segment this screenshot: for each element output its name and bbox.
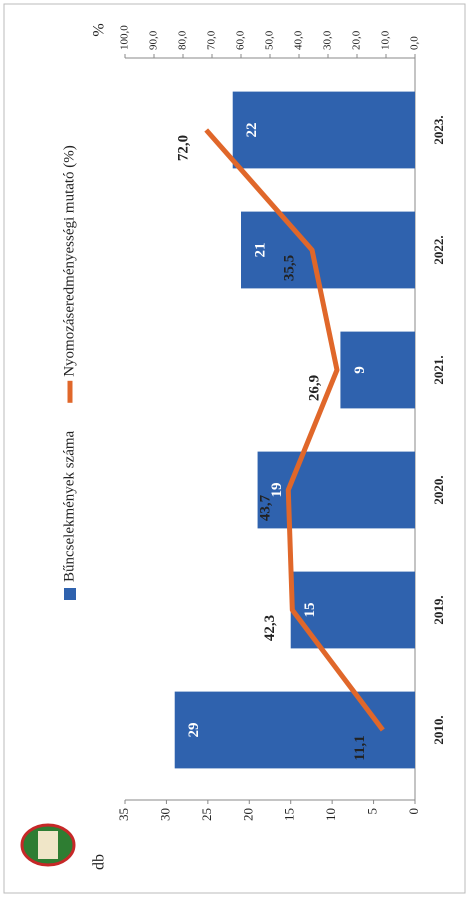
y2-tick-label: 10,0 <box>380 30 392 50</box>
line <box>204 128 385 732</box>
y-tick-label: 0 <box>406 808 421 815</box>
y2-tick-label: 80,0 <box>177 30 189 50</box>
bar-label: 22 <box>244 123 260 138</box>
y2-axis-title: % <box>91 23 108 36</box>
line-label: 11,1 <box>352 735 368 760</box>
bar <box>290 571 416 649</box>
legend-label: Nyomozáseredményességi mutató (%) <box>61 145 77 377</box>
bar <box>232 91 415 169</box>
logo <box>20 823 76 867</box>
y-tick-label: 5 <box>365 808 380 815</box>
frame <box>3 3 466 894</box>
y2-tick-label: 0,0 <box>409 36 421 50</box>
y2-tick-label: 50,0 <box>264 30 276 50</box>
y2-tick-label: 30,0 <box>322 30 334 50</box>
bar-label: 29 <box>186 723 202 738</box>
y-tick-label: 35 <box>116 808 131 821</box>
line-label: 72,0 <box>176 135 192 161</box>
legend-swatch <box>64 588 76 600</box>
bar <box>241 211 415 289</box>
y2-tick-label: 20,0 <box>351 30 363 50</box>
bar <box>174 691 415 769</box>
line-label: 42,3 <box>262 615 278 641</box>
bar <box>340 331 415 409</box>
y-axis-title: db <box>91 854 108 870</box>
y-tick-label: 30 <box>157 808 172 821</box>
y-tick-label: 25 <box>199 808 214 821</box>
y-tick-label: 20 <box>240 808 255 821</box>
bar-label: 15 <box>302 603 318 618</box>
bar-label: 19 <box>269 483 285 498</box>
y-tick-label: 10 <box>323 808 338 821</box>
rotated-chart: db% 0 5 10 15 20 25 30 35 0,0 10,0 20,0 30,0 40,0 50,0… <box>20 23 446 870</box>
x-tick-label: 2021. <box>431 355 446 384</box>
x-tick-label: 2020. <box>431 475 446 504</box>
bar-label: 9 <box>352 366 368 374</box>
line-label: 26,9 <box>306 375 322 401</box>
x-tick-label: 2019. <box>431 595 446 624</box>
x-tick-label: 2010. <box>431 715 446 744</box>
y2-tick-label: 100,0 <box>119 25 131 50</box>
x-tick-label: 2022. <box>431 235 446 264</box>
legend-label: Bűncselekmények száma <box>61 430 77 582</box>
y2-tick-label: 90,0 <box>148 30 160 50</box>
bar-label: 21 <box>252 243 268 258</box>
line-label: 35,5 <box>281 255 297 281</box>
y2-tick-label: 70,0 <box>206 30 218 50</box>
y2-tick-label: 60,0 <box>235 30 247 50</box>
y2-tick-label: 40,0 <box>293 30 305 50</box>
x-tick-label: 2023. <box>431 115 446 144</box>
line-label: 43,7 <box>258 494 274 521</box>
y-tick-label: 15 <box>282 808 297 821</box>
